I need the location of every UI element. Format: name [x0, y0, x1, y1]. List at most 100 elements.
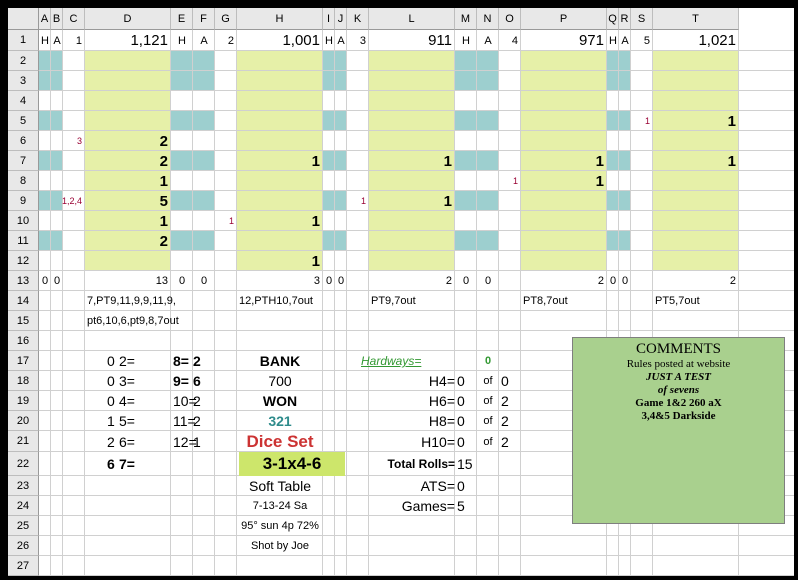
row-header-3[interactable]: 3 — [8, 71, 39, 91]
column-header-r[interactable]: R — [619, 8, 631, 30]
count-label[interactable]: 4= — [119, 393, 135, 409]
game-total[interactable]: 1,121 — [130, 32, 168, 49]
roll-count-cell[interactable]: 1 — [595, 172, 604, 190]
column-header-l[interactable]: L — [369, 8, 455, 30]
row-header-17[interactable]: 17 — [8, 351, 39, 371]
count-value[interactable]: 1 — [107, 413, 115, 429]
column-header-h[interactable]: H — [237, 8, 323, 30]
roll-sequence[interactable]: PT5,7out — [655, 295, 700, 307]
column-header-a[interactable]: A — [39, 8, 51, 30]
column-header-j[interactable]: J — [335, 8, 347, 30]
hardway-of[interactable]: of — [483, 375, 493, 387]
row-header-7[interactable]: 7 — [8, 151, 39, 171]
column-header-t[interactable]: T — [653, 8, 739, 30]
won-value[interactable]: 321 — [268, 413, 292, 429]
column-sum[interactable]: 2 — [445, 275, 452, 287]
column-header-k[interactable]: K — [347, 8, 369, 30]
column-sum[interactable]: 2 — [597, 275, 604, 287]
row-header-5[interactable]: 5 — [8, 111, 39, 131]
column-sum[interactable]: 2 — [729, 275, 736, 287]
dice-set-value[interactable]: 3-1x4-6 — [239, 452, 345, 476]
header-h[interactable]: H — [325, 34, 333, 47]
column-header-e[interactable]: E — [171, 8, 193, 30]
roll-count-cell[interactable]: 1 — [443, 152, 452, 170]
hardway-value[interactable]: 0 — [457, 433, 465, 450]
row-header-12[interactable]: 12 — [8, 251, 39, 271]
roll-count-cell[interactable]: 1 — [311, 152, 320, 170]
header-h[interactable]: H — [178, 34, 186, 47]
column-header-c[interactable]: C — [63, 8, 85, 30]
hardway-of-value[interactable]: 2 — [501, 413, 509, 429]
game-number[interactable]: 1 — [75, 34, 82, 47]
roll-count-cell[interactable]: 1 — [159, 212, 168, 230]
roll-count-cell[interactable]: 1 — [228, 216, 234, 226]
row-header-10[interactable]: 10 — [8, 211, 39, 231]
row-header-26[interactable]: 26 — [8, 536, 39, 556]
count-value[interactable]: 1 — [193, 433, 201, 450]
roll-count-cell[interactable]: 1,2,4 — [61, 196, 82, 206]
game-total[interactable]: 911 — [428, 32, 452, 49]
roll-count-cell[interactable]: 2 — [159, 152, 168, 170]
count-value[interactable]: 0 — [107, 353, 115, 369]
table-type[interactable]: Soft Table — [248, 478, 311, 494]
row-header-21[interactable]: 21 — [8, 431, 39, 452]
column-sum[interactable]: 0 — [325, 275, 333, 287]
row-header-23[interactable]: 23 — [8, 476, 39, 496]
game-total[interactable]: 1,001 — [282, 32, 320, 49]
roll-sequence[interactable]: PT8,7out — [523, 295, 568, 307]
spreadsheet[interactable]: A B C D E F G H I J K L M N O P Q R S T 1 2 3 4 5 6 7 8 9 10 11 12 13 14 1… — [8, 8, 794, 576]
roll-count-cell[interactable]: 1 — [360, 196, 366, 206]
won-label[interactable]: WON — [262, 393, 298, 409]
column-sum[interactable]: 0 — [53, 275, 61, 287]
roll-count-cell[interactable]: 2 — [159, 132, 168, 150]
game-number[interactable]: 4 — [511, 34, 518, 47]
hardway-of-value[interactable]: 0 — [501, 373, 509, 389]
row-header-27[interactable]: 27 — [8, 556, 39, 576]
row-header-15[interactable]: 15 — [8, 311, 39, 331]
row-header-19[interactable]: 19 — [8, 391, 39, 411]
session-weather[interactable]: 95° sun 4p 72% — [241, 520, 319, 532]
hardway-of[interactable]: of — [483, 415, 493, 427]
column-sum[interactable]: 13 — [155, 275, 168, 287]
row-header-4[interactable]: 4 — [8, 91, 39, 111]
bank-label[interactable]: BANK — [259, 353, 301, 369]
game-total[interactable]: 1,021 — [698, 32, 736, 49]
roll-count-cell[interactable]: 1 — [512, 176, 518, 186]
roll-count-cell[interactable]: 3 — [76, 136, 82, 146]
count-label[interactable]: 11= — [173, 413, 196, 429]
row-header-14[interactable]: 14 — [8, 291, 39, 311]
column-header-q[interactable]: Q — [607, 8, 619, 30]
games-label[interactable]: Games= — [401, 498, 455, 514]
column-sum[interactable]: 0 — [200, 275, 208, 287]
bank-value[interactable]: 700 — [268, 373, 292, 389]
header-h[interactable]: H — [609, 34, 617, 47]
row-header-13[interactable]: 13 — [8, 271, 39, 291]
roll-count-cell[interactable]: 1 — [595, 152, 604, 170]
header-a[interactable]: A — [484, 34, 492, 47]
hardways-total[interactable]: 0 — [484, 355, 492, 367]
games-value[interactable]: 5 — [457, 498, 465, 514]
header-a[interactable]: A — [200, 34, 208, 47]
header-a[interactable]: A — [337, 34, 345, 47]
shooter-name[interactable]: Shot by Joe — [250, 540, 310, 552]
count-label[interactable]: 3= — [119, 373, 135, 389]
column-header-b[interactable]: B — [51, 8, 63, 30]
count-value[interactable]: 0 — [107, 373, 115, 389]
column-header-p[interactable]: P — [521, 8, 607, 30]
column-sum[interactable]: 0 — [337, 275, 345, 287]
column-header-s[interactable]: S — [631, 8, 653, 30]
count-value[interactable]: 2 — [193, 353, 201, 369]
hardway-of-value[interactable]: 2 — [501, 433, 509, 450]
column-header-f[interactable]: F — [193, 8, 215, 30]
count-value[interactable]: 6 — [193, 373, 201, 389]
select-all-corner[interactable] — [8, 8, 39, 30]
row-header-16[interactable]: 16 — [8, 331, 39, 351]
roll-count-cell[interactable]: 1 — [644, 116, 650, 126]
total-rolls-label[interactable]: Total Rolls= — [387, 457, 455, 471]
count-label[interactable]: 9= — [173, 373, 189, 389]
hardway-of[interactable]: of — [483, 435, 493, 448]
column-sum[interactable]: 0 — [621, 275, 629, 287]
column-sum[interactable]: 0 — [41, 275, 49, 287]
ats-label[interactable]: ATS= — [420, 478, 455, 494]
column-sum[interactable]: 0 — [484, 275, 492, 287]
